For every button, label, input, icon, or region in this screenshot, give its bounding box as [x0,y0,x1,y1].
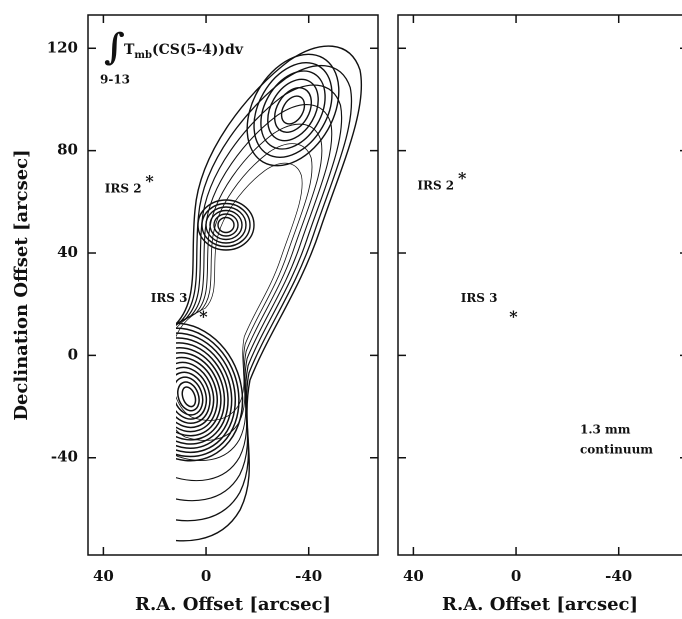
title-symbol: ∫ [104,26,125,68]
contours [407,50,665,560]
source-marker: * [458,169,467,188]
contour [218,218,234,233]
source-marker: * [199,307,208,326]
x-axis-label: R.A. Offset [arcsec] [135,594,331,615]
contour [206,207,246,243]
contour-dashed [407,50,643,560]
y-tick-label: -40 [51,448,78,466]
contour [109,46,361,541]
contour [168,373,208,419]
plot-frame [398,15,682,555]
y-tick-label: 0 [68,345,78,363]
title-limits: 9-13 [100,73,130,87]
y-axis-label: Declination Offset [arcsec] [11,149,32,420]
contour [445,340,542,449]
x-tick-label: 0 [511,567,521,585]
contour [451,348,534,442]
x-tick-label: 0 [201,567,211,585]
source-marker: * [509,307,518,326]
continuum [453,305,543,425]
panel-left: 40 0 -40 -40 0 40 80 120 R.A. Offset [arcsec] Dec… [11,15,378,615]
contour [438,332,549,457]
y-tick-label: 120 [47,38,78,56]
annotation: 1.3 mm [580,423,631,437]
contour [424,317,562,473]
plot-frame [88,15,378,555]
contour [458,356,527,434]
x-tick-label: 40 [93,567,114,585]
contour [472,372,514,419]
continuum [505,197,541,233]
contour [228,38,357,182]
contour [210,211,242,240]
x-axis-label: R.A. Offset [arcsec] [442,594,638,615]
source-label: IRS 2 [105,181,142,195]
figure: 40 0 -40 -40 0 40 80 120 R.A. Offset [arcsec] Dec… [0,0,682,619]
title: Tmb(CS(5-4))dv [124,42,244,61]
x-tick-label: -40 [605,567,632,585]
x-tick-label: -40 [295,567,322,585]
contour [157,361,218,430]
continuum [525,110,581,190]
contour [431,325,556,466]
source-marker: * [145,171,154,190]
panel-right: 40 0 -40 R.A. Offset [arcsec] * IRS 2 * IRS 3 1.… [398,15,682,615]
y-tick-label: 40 [57,243,78,261]
y-tick-label: 80 [57,141,78,159]
contours [105,38,362,541]
title-subscript: mb [134,50,152,61]
source-label: IRS 2 [417,179,454,193]
source-label: IRS 3 [461,291,498,305]
title-text: T [124,42,135,58]
source-label: IRS 3 [151,291,188,305]
title-rest: (CS(5-4))dv [152,42,244,58]
annotation: continuum [580,443,653,457]
x-tick-label: 40 [403,567,424,585]
contour [465,364,520,427]
